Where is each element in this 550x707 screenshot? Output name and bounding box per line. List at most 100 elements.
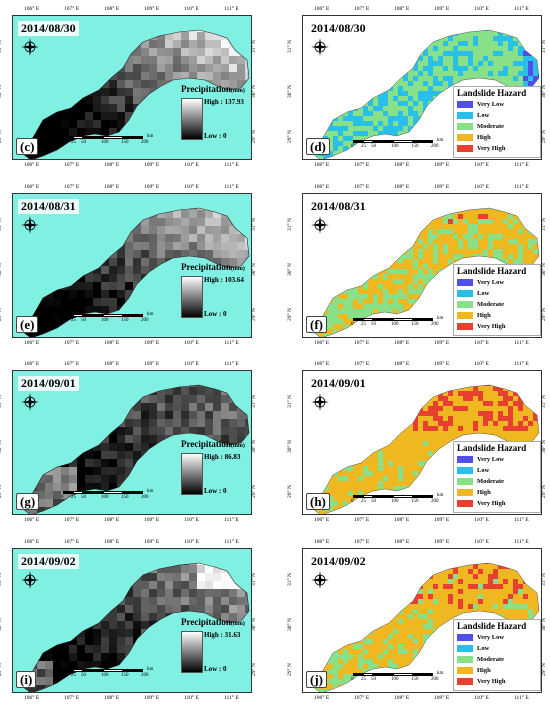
scale-segment bbox=[353, 318, 363, 321]
hazard-lon-tick-top: 108° E bbox=[394, 539, 410, 545]
hazard-lon-tick-top: 111° E bbox=[514, 6, 529, 12]
hazard-lat-tick-right: 29° N bbox=[541, 662, 548, 677]
legend-high-value: High : 86.83 bbox=[204, 453, 241, 461]
north-arrow-icon bbox=[311, 38, 329, 56]
hazard-lat-tick-left: 29° N bbox=[287, 662, 294, 677]
panel-letter: (d) bbox=[306, 138, 330, 155]
hazard-lon-tick-top: 110° E bbox=[474, 6, 489, 12]
scale-unit: km bbox=[437, 316, 444, 321]
panel-letter: (g) bbox=[16, 493, 40, 510]
scale-label: 200 bbox=[431, 499, 439, 504]
precip-lat-tick-right: 29° N bbox=[251, 484, 258, 499]
legend-low-value: Low : 0 bbox=[204, 487, 227, 495]
scale-label: 100 bbox=[101, 140, 109, 145]
precip-lat-tick-right: 31° N bbox=[251, 39, 258, 54]
panel-letter: (j) bbox=[306, 671, 327, 688]
hazard-lat-tick-right: 30° N bbox=[541, 439, 548, 454]
hazard-lon-tick-bottom: 107° E bbox=[354, 162, 370, 168]
hazard-lon-tick-top: 106° E bbox=[314, 539, 330, 545]
hazard-color-swatch bbox=[457, 656, 473, 663]
hazard-color-swatch bbox=[457, 279, 473, 286]
landslide-hazard-legend: Landslide Hazard Very Low Low Moderate High V… bbox=[453, 619, 541, 691]
scale-segment bbox=[363, 318, 373, 321]
hazard-class-label: Very Low bbox=[477, 456, 505, 463]
scale-label: 150 bbox=[121, 495, 129, 500]
hazard-lon-tick-top: 107° E bbox=[354, 6, 370, 12]
scale-segment bbox=[63, 669, 73, 672]
hazard-lon-tick-bottom: 111° E bbox=[514, 517, 529, 523]
scale-bar: 0 25 50 100 150 200 km bbox=[351, 316, 473, 330]
precip-lon-tick-top: 106° E bbox=[24, 184, 40, 190]
hazard-lon-tick-bottom: 107° E bbox=[354, 695, 370, 701]
precip-lon-tick-bottom: 108° E bbox=[104, 340, 120, 346]
precip-lat-tick-left: 29° N bbox=[0, 485, 4, 499]
scale-segment bbox=[63, 491, 73, 494]
scale-label: 0 bbox=[351, 144, 354, 149]
precip-lon-tick-top: 107° E bbox=[64, 361, 80, 367]
scale-label: 50 bbox=[371, 144, 376, 149]
hazard-color-swatch bbox=[457, 134, 473, 141]
scale-segment bbox=[63, 136, 73, 139]
scale-label: 0 bbox=[61, 673, 64, 678]
hazard-lat-tick-left: 30° N bbox=[287, 439, 294, 454]
scale-label: 150 bbox=[411, 322, 419, 327]
hazard-lon-tick-bottom: 108° E bbox=[394, 162, 410, 168]
precip-lon-tick-bottom: 108° E bbox=[104, 517, 120, 523]
hazard-color-swatch bbox=[457, 323, 473, 330]
precipitation-map: 2014/09/01 0 25 50 100 150 200 km Precipitation(… bbox=[12, 370, 252, 515]
hazard-lon-tick-bottom: 106° E bbox=[314, 340, 330, 346]
hazard-lat-tick-left: 30° N bbox=[287, 262, 294, 277]
precip-lon-tick-bottom: 111° E bbox=[224, 162, 239, 168]
hazard-color-swatch bbox=[457, 456, 473, 463]
precip-lon-tick-top: 107° E bbox=[64, 6, 80, 12]
scale-label: 150 bbox=[121, 673, 129, 678]
scale-label: 200 bbox=[431, 677, 439, 682]
hazard-lon-tick-bottom: 106° E bbox=[314, 517, 330, 523]
hazard-lat-tick-right: 31° N bbox=[541, 217, 548, 232]
hazard-class-label: Very High bbox=[477, 323, 506, 330]
north-arrow-icon bbox=[21, 393, 39, 411]
hazard-color-swatch bbox=[457, 478, 473, 485]
scale-bar: 0 25 50 100 150 200 km bbox=[61, 134, 183, 148]
hazard-lon-tick-top: 108° E bbox=[394, 361, 410, 367]
precip-lon-tick-top: 108° E bbox=[104, 6, 120, 12]
precip-lat-tick-left: 29° N bbox=[0, 308, 4, 322]
hazard-lon-tick-bottom: 108° E bbox=[394, 340, 410, 346]
hazard-color-swatch bbox=[457, 290, 473, 297]
precip-lon-tick-bottom: 110° E bbox=[184, 695, 199, 701]
hazard-color-swatch bbox=[457, 634, 473, 641]
map-date-label: 2014/08/31 bbox=[308, 199, 369, 214]
hazard-lon-tick-bottom: 107° E bbox=[354, 340, 370, 346]
scale-segment bbox=[363, 673, 373, 676]
precip-lat-tick-left: 30° N bbox=[0, 440, 4, 454]
hazard-lat-tick-left: 30° N bbox=[287, 84, 294, 99]
hazard-class-label: Very Low bbox=[477, 101, 505, 108]
scale-unit: km bbox=[437, 493, 444, 498]
hazard-class-label: Low bbox=[477, 467, 490, 474]
hazard-lat-tick-left: 29° N bbox=[287, 307, 294, 322]
hazard-color-swatch bbox=[457, 467, 473, 474]
hazard-class-label: Very Low bbox=[477, 634, 505, 641]
scale-segment bbox=[103, 669, 123, 672]
legend-low-value: Low : 0 bbox=[204, 310, 227, 318]
precip-lat-tick-right: 29° N bbox=[251, 307, 258, 322]
precipitation-raster bbox=[22, 562, 250, 692]
precip-lat-tick-left: 31° N bbox=[0, 395, 4, 409]
precipitation-legend-title: Precipitation(mm) bbox=[181, 84, 245, 94]
hazard-class-label: Very High bbox=[477, 500, 506, 507]
precip-lon-tick-bottom: 109° E bbox=[144, 695, 160, 701]
hazard-color-swatch bbox=[457, 678, 473, 685]
scale-unit: km bbox=[147, 489, 154, 494]
scale-bar: 0 25 50 100 150 200 km bbox=[61, 667, 183, 681]
hazard-class-label: Moderate bbox=[477, 656, 505, 663]
hazard-legend-title: Landslide Hazard bbox=[457, 266, 527, 276]
hazard-color-swatch bbox=[457, 145, 473, 152]
precip-lon-tick-bottom: 107° E bbox=[64, 517, 80, 523]
hazard-lon-tick-bottom: 109° E bbox=[434, 517, 450, 523]
hazard-lat-tick-left: 29° N bbox=[287, 129, 294, 144]
scale-label: 0 bbox=[351, 499, 354, 504]
panel-letter: (e) bbox=[16, 316, 39, 333]
hazard-class-label: Low bbox=[477, 645, 490, 652]
hazard-lat-tick-right: 31° N bbox=[541, 572, 548, 587]
scale-unit: km bbox=[147, 134, 154, 139]
